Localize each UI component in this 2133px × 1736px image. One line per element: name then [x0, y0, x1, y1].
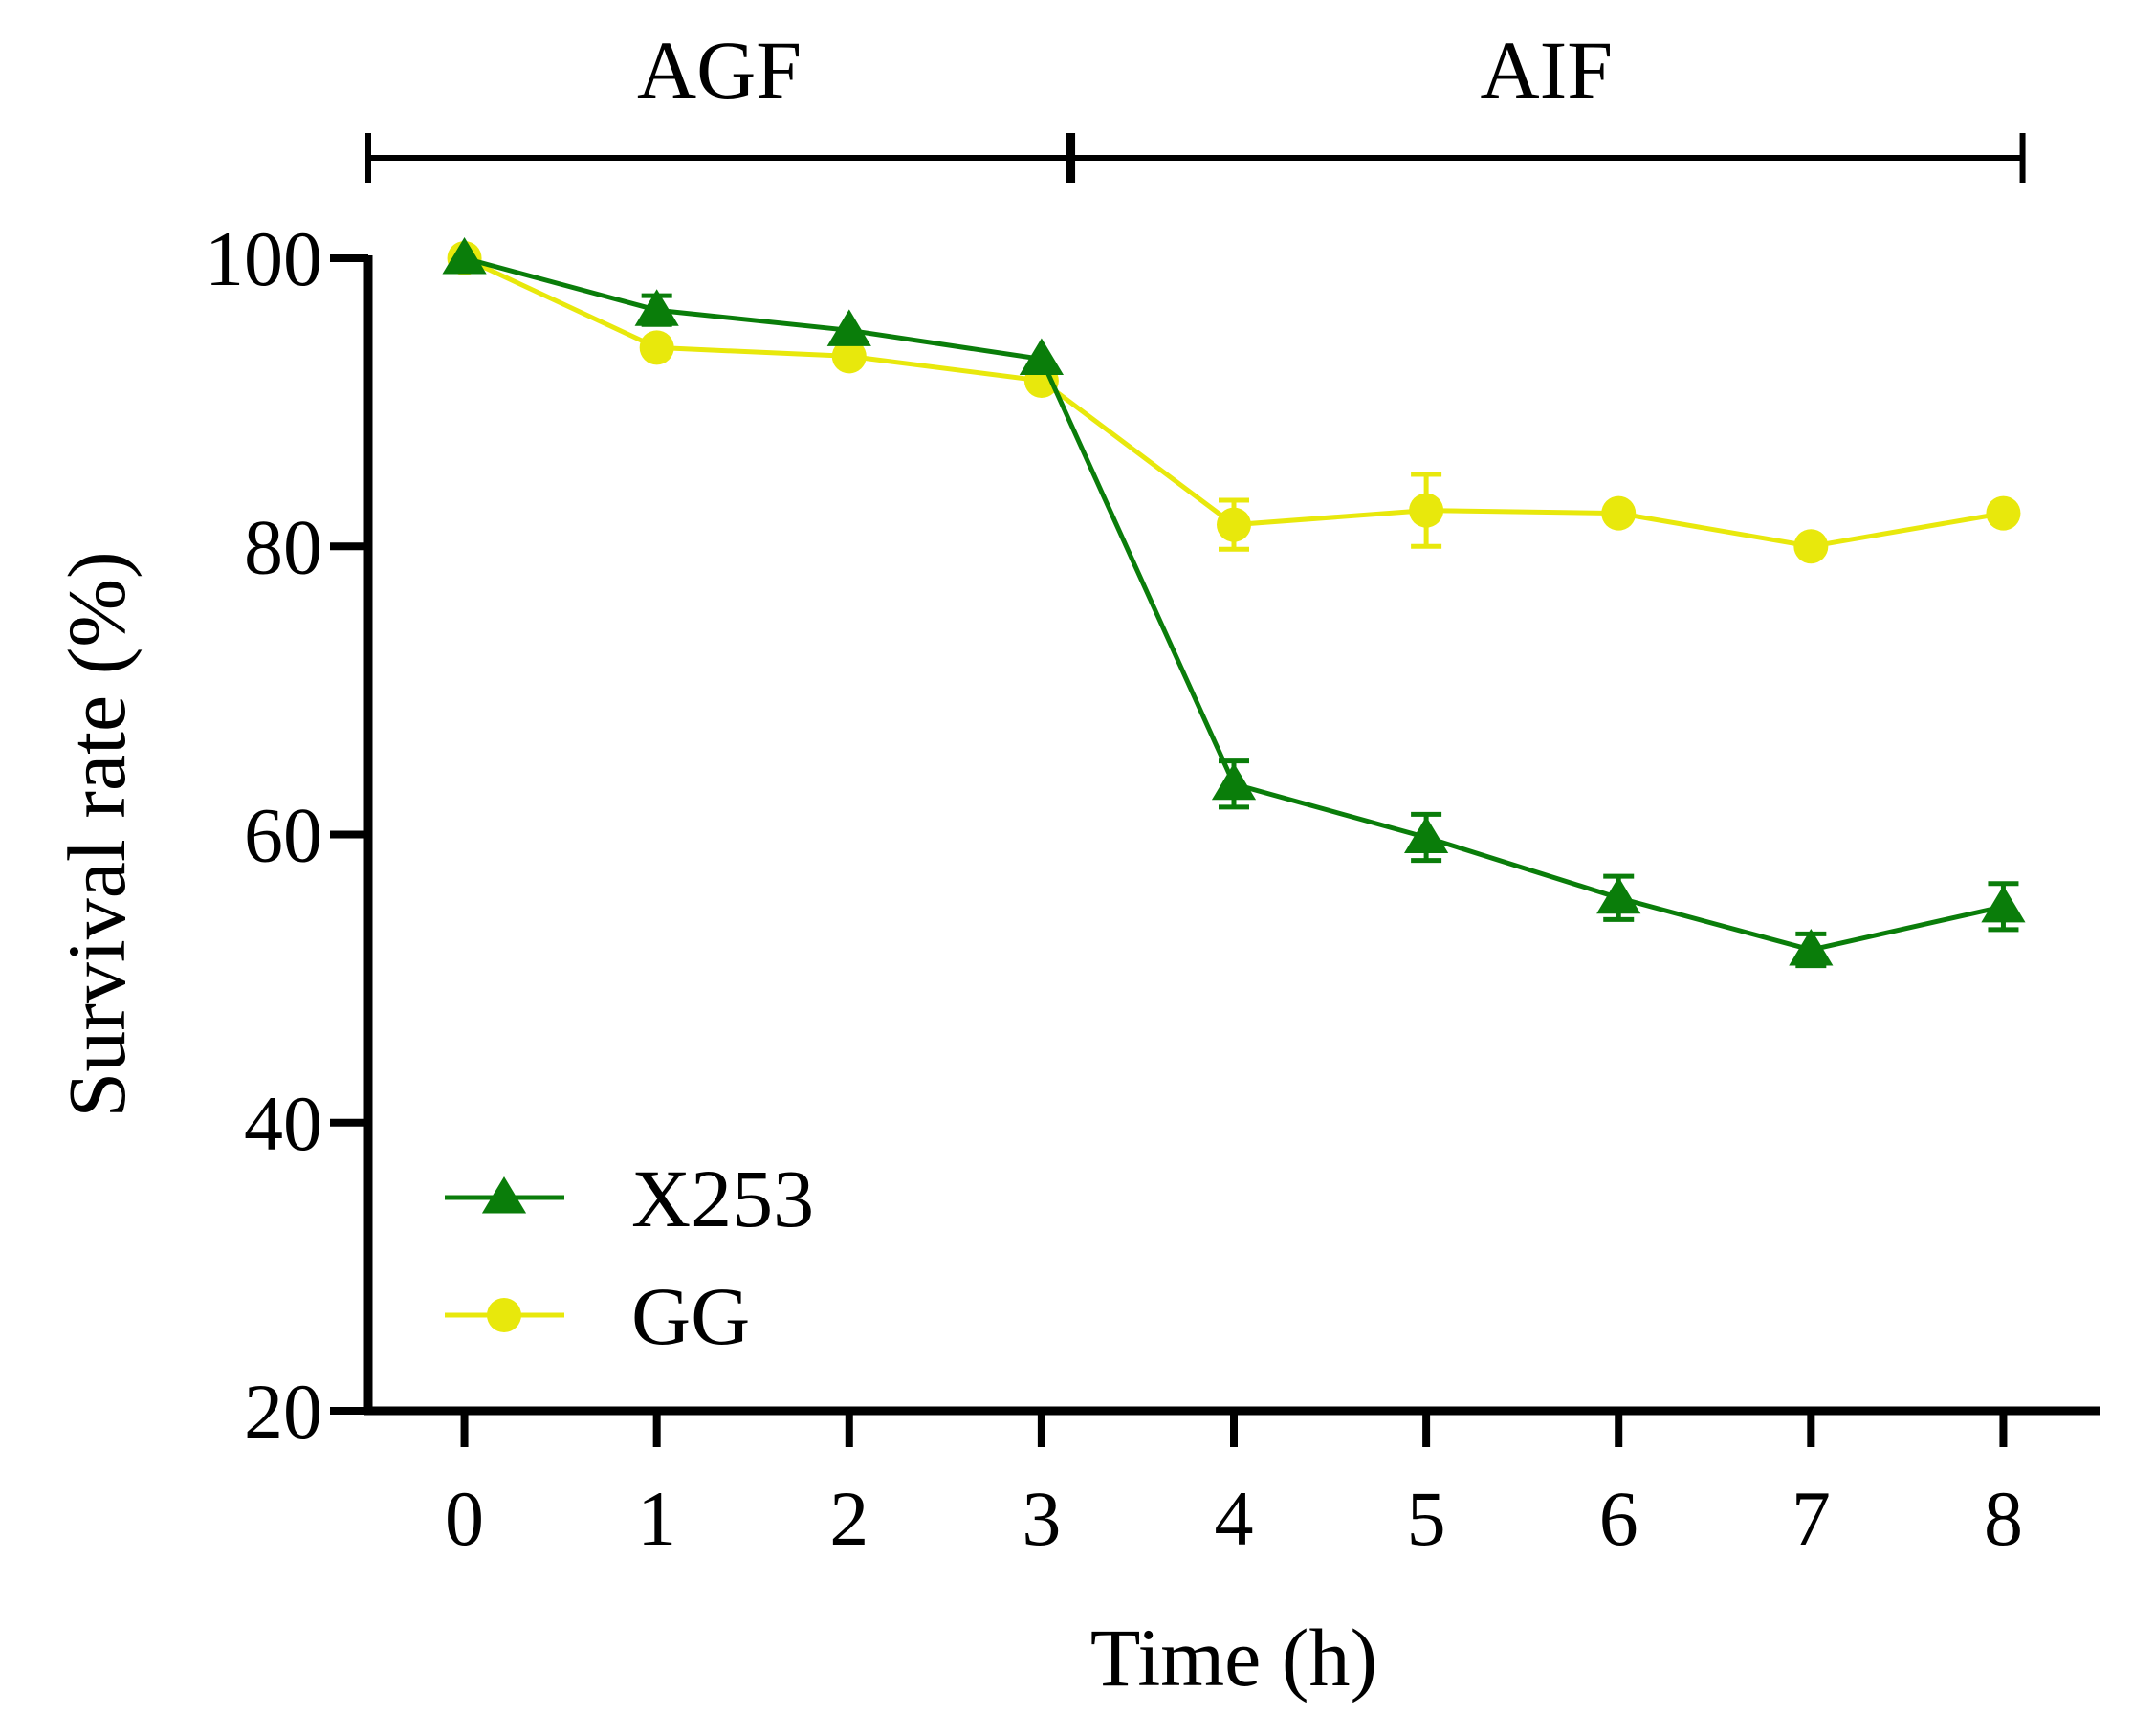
series-gg — [447, 241, 2021, 564]
x-tick-label: 2 — [829, 1475, 869, 1562]
y-tick-label: 60 — [244, 792, 322, 879]
x-axis-title: Time (h) — [1090, 1612, 1377, 1703]
y-tick-label: 100 — [205, 215, 322, 302]
phase-bar: AGF AIF — [365, 24, 2026, 183]
legend-label: X253 — [631, 1153, 814, 1244]
data-point — [1409, 493, 1444, 528]
data-point — [1601, 495, 1637, 531]
data-point — [1981, 885, 2026, 923]
x-tick-label: 3 — [1022, 1475, 1061, 1562]
legend: X253 GG — [445, 1153, 814, 1362]
data-point — [639, 330, 674, 365]
phase-label: AIF — [1481, 24, 1614, 116]
data-point — [442, 237, 487, 275]
y-axis-title: Survival rate (%) — [51, 551, 143, 1117]
x-tick-label: 1 — [637, 1475, 676, 1562]
y-tick-label: 40 — [244, 1080, 322, 1167]
axes: 20 40 60 80 100 0 1 2 3 4 5 6 7 8 — [205, 215, 2100, 1562]
data-point — [1211, 762, 1257, 801]
legend-item: X253 — [445, 1153, 814, 1244]
legend-marker — [481, 1176, 527, 1214]
data-point — [1986, 495, 2021, 531]
legend-label: GG — [631, 1270, 750, 1362]
x-tick-label: 4 — [1215, 1475, 1254, 1562]
data-point — [634, 289, 679, 326]
x-tick-label: 7 — [1792, 1475, 1831, 1562]
data-point — [1217, 507, 1251, 542]
data-point — [826, 309, 871, 346]
phase-label: AGF — [637, 24, 802, 116]
x-tick-label: 0 — [445, 1475, 484, 1562]
data-point — [1793, 529, 1829, 564]
y-tick-label: 80 — [244, 503, 322, 590]
data-point — [1404, 816, 1449, 854]
x-tick-label: 5 — [1407, 1475, 1446, 1562]
data-point — [1019, 338, 1064, 375]
x-tick-label: 8 — [1984, 1475, 2023, 1562]
legend-item: GG — [445, 1270, 750, 1362]
data-point — [1596, 876, 1641, 914]
series-layer — [442, 237, 2026, 969]
x-tick-label: 6 — [1599, 1475, 1638, 1562]
data-point — [1789, 929, 1834, 966]
legend-marker — [487, 1298, 521, 1332]
y-tick-label: 20 — [244, 1368, 322, 1455]
series-line — [463, 255, 2004, 953]
data-point — [831, 339, 867, 374]
series-x253 — [442, 237, 2026, 969]
